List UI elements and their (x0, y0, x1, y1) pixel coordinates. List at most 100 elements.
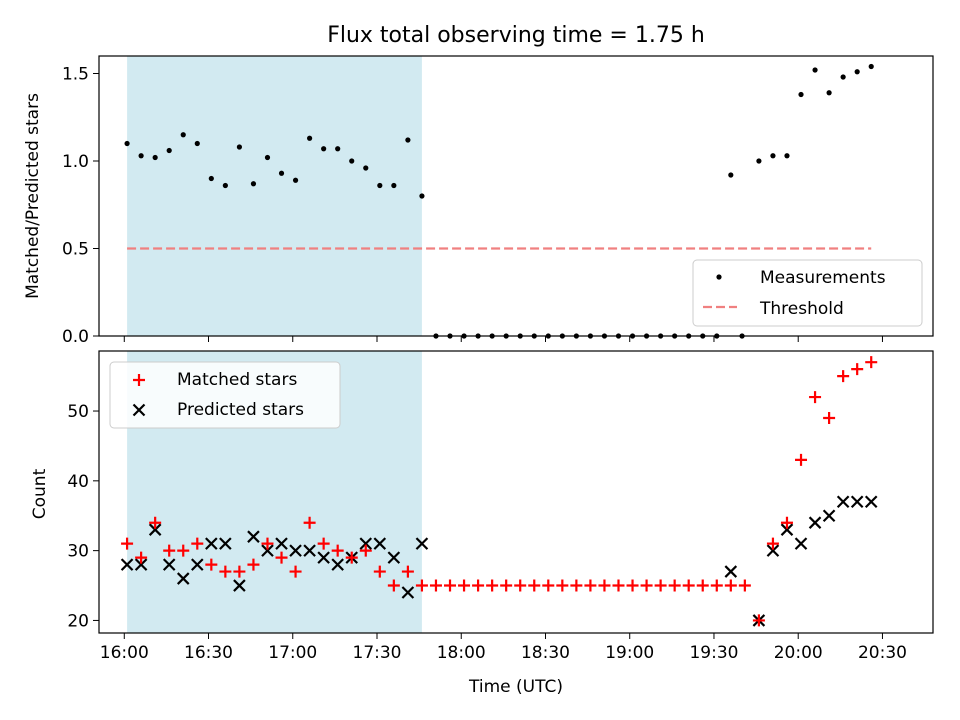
matched-star-point (823, 412, 836, 425)
predicted-star-point (148, 523, 162, 536)
measurement-point (180, 132, 186, 138)
predicted-star-point (724, 565, 738, 578)
matched-star-point (626, 579, 639, 592)
matched-star-point (345, 551, 358, 564)
predicted-star-point (822, 509, 836, 523)
predicted-star-point (134, 558, 148, 571)
predicted-star-point (331, 558, 344, 571)
predicted-star-point (401, 586, 415, 599)
top-y-tick-label: 1.5 (62, 65, 89, 85)
x-axis-label: Time (UTC) (468, 677, 563, 697)
top-axes-frame (98, 55, 934, 337)
matched-star-point (724, 579, 737, 592)
matched-star-point (415, 579, 428, 592)
predicted-star-point (836, 495, 850, 509)
legend-measurements-label: Measurements (760, 268, 886, 288)
matched-star-point (584, 579, 597, 592)
measurement-point (194, 140, 200, 147)
x-tick-label: 18:00 (437, 643, 486, 663)
top-y-tick-label: 0.0 (62, 327, 89, 347)
predicted-star-point (373, 537, 387, 550)
top-shaded-span (127, 56, 422, 336)
matched-star-point (851, 363, 864, 376)
predicted-star-point (303, 544, 316, 557)
measurement-point (377, 182, 383, 189)
bottom-panel: 20 30 40 50 16:00 16:30 17:00 17:30 18:00 18:30 19… (67, 350, 934, 663)
measurement-point (391, 182, 397, 189)
measurement-point (770, 153, 776, 159)
x-tick-label: 20:30 (858, 643, 907, 663)
predicted-star-point (850, 495, 864, 509)
matched-star-point (696, 579, 709, 592)
matched-star-point (682, 579, 695, 592)
measurement-point (826, 90, 832, 96)
predicted-star-point (162, 558, 176, 571)
matched-star-point (387, 579, 400, 592)
x-tick-label: 19:30 (689, 643, 738, 663)
predicted-star-point (794, 537, 808, 550)
predicted-star-point (247, 530, 260, 543)
measurement-point (264, 154, 271, 161)
matched-star-point (640, 579, 653, 592)
matched-star-point (191, 537, 204, 550)
chart-title: Flux total observing time = 1.75 h (327, 23, 705, 48)
matched-star-point (177, 544, 190, 557)
predicted-star-point (289, 544, 302, 557)
predicted-star-point (261, 544, 274, 557)
matched-star-point (303, 516, 316, 529)
matched-star-point (570, 579, 583, 592)
measurement-point (419, 193, 425, 199)
legend-threshold-label: Threshold (759, 299, 844, 319)
legend-matched-marker (133, 374, 145, 386)
measurement-point (152, 154, 158, 161)
predicted-star-point (205, 537, 218, 550)
matched-star-point (795, 453, 808, 466)
top-legend-frame (692, 259, 923, 327)
bottom-y-tick-label: 20 (67, 611, 89, 631)
matched-star-point (429, 579, 442, 592)
matched-star-point (809, 391, 822, 404)
matched-star-point (261, 537, 274, 550)
matched-star-point (528, 579, 541, 592)
predicted-star-point (864, 495, 878, 509)
measurement-point (349, 158, 355, 164)
predicted-star-point (219, 537, 232, 550)
measurement-point (363, 165, 369, 171)
matched-star-point (500, 579, 513, 592)
matched-star-point (121, 537, 134, 550)
bottom-y-axis-label: Count (30, 468, 50, 519)
measurement-point (321, 146, 327, 152)
matched-star-point (837, 370, 850, 383)
matched-star-point (135, 551, 148, 564)
measurement-point (335, 146, 341, 152)
measurement-point (854, 69, 860, 75)
measurement-point (840, 74, 846, 80)
legend-predicted-label: Predicted stars (177, 400, 304, 420)
matched-star-point (331, 544, 344, 557)
matched-star-point (612, 579, 625, 592)
measurement-point (166, 147, 172, 154)
measurement-point (222, 182, 228, 189)
predicted-star-point (766, 544, 780, 557)
matched-star-point (486, 579, 499, 592)
matched-star-point (289, 565, 302, 578)
predicted-star-point (120, 558, 134, 571)
bottom-axes-frame (98, 350, 934, 634)
bottom-legend-frame (109, 361, 341, 429)
measurement-point (278, 170, 285, 176)
matched-star-point (444, 579, 457, 592)
top-y-axis-label: Matched/Predicted stars (23, 93, 43, 299)
predicted-star-point (191, 558, 204, 571)
matched-star-point (233, 565, 246, 578)
bottom-y-tick-label: 50 (67, 402, 89, 422)
predicted-star-point (233, 579, 246, 592)
predicted-star-point (415, 537, 429, 550)
predicted-star-point (275, 537, 288, 550)
measurement-point (292, 177, 299, 183)
x-tick-label: 18:30 (521, 643, 570, 663)
predicted-star-point (387, 551, 401, 564)
matched-star-point (219, 565, 232, 578)
predicted-star-point (808, 516, 822, 529)
measurement-point (124, 140, 130, 147)
